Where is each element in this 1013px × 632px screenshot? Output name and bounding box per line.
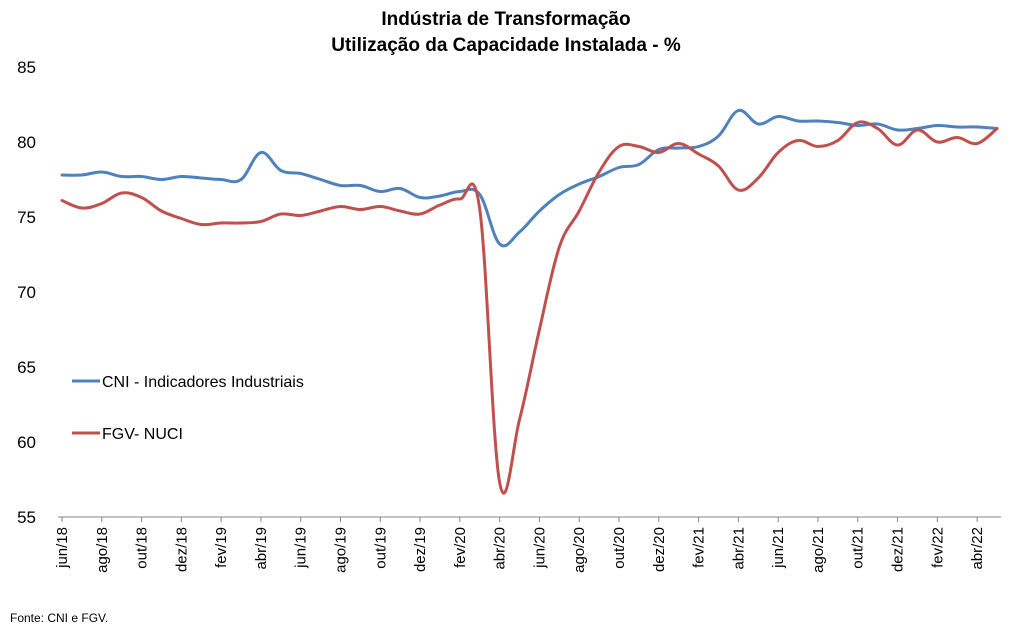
y-tick-label: 70 [17,283,36,302]
x-tick-label: fev/19 [213,527,230,568]
x-tick-label: fev/20 [452,527,469,568]
x-tick-label: fev/22 [929,527,946,568]
x-tick-label: jun/20 [531,527,548,569]
chart-subtitle: Utilização da Capacidade Instalada - % [331,35,681,56]
x-tick-label: ago/18 [94,527,111,573]
x-tick-label: jun/21 [770,527,787,569]
x-tick-label: jun/19 [293,527,310,569]
x-tick-label: abr/19 [253,527,270,570]
x-tick-label: fev/21 [691,527,708,568]
y-tick-label: 55 [17,508,36,527]
x-tick-label: ago/20 [571,527,588,573]
y-tick-label: 60 [17,433,36,452]
y-tick-label: 75 [17,208,36,227]
x-tick-label: abr/22 [969,527,986,570]
series-lines [60,108,999,495]
y-tick-label: 65 [17,358,36,377]
x-tick-label: ago/21 [810,527,827,573]
legend-label-cni: CNI - Indicadores Industriais [102,374,304,391]
y-tick-label: 85 [17,58,36,77]
source-note: Fonte: CNI e FGV. [10,611,108,625]
y-axis: 55 60 65 70 75 80 85 [17,58,36,527]
x-tick-label: out/21 [850,527,867,569]
x-tick-label: dez/20 [651,527,668,572]
legend: CNI - Indicadores Industriais FGV- NUCI [72,374,304,443]
legend-label-fgv: FGV- NUCI [102,426,183,443]
x-tick-label: dez/19 [412,527,429,572]
x-tick-label: out/18 [134,527,151,569]
series-line-fgv [60,120,999,495]
series-line-cni [60,108,999,248]
x-tick-label: abr/21 [730,527,747,570]
x-tick-label: ago/19 [333,527,350,573]
x-tick-label: abr/20 [492,527,509,570]
x-tick-label: dez/21 [890,527,907,572]
x-axis: jun/18 ago/18 out/18 dez/18 fev/19 abr/19 jun/… [54,517,986,573]
y-tick-label: 80 [17,133,36,152]
x-tick-label: out/19 [372,527,389,569]
x-tick-label: jun/18 [54,527,71,569]
x-tick-label: dez/18 [173,527,190,572]
chart-title: Indústria de Transformação [381,9,630,30]
x-tick-label: out/20 [611,527,628,569]
